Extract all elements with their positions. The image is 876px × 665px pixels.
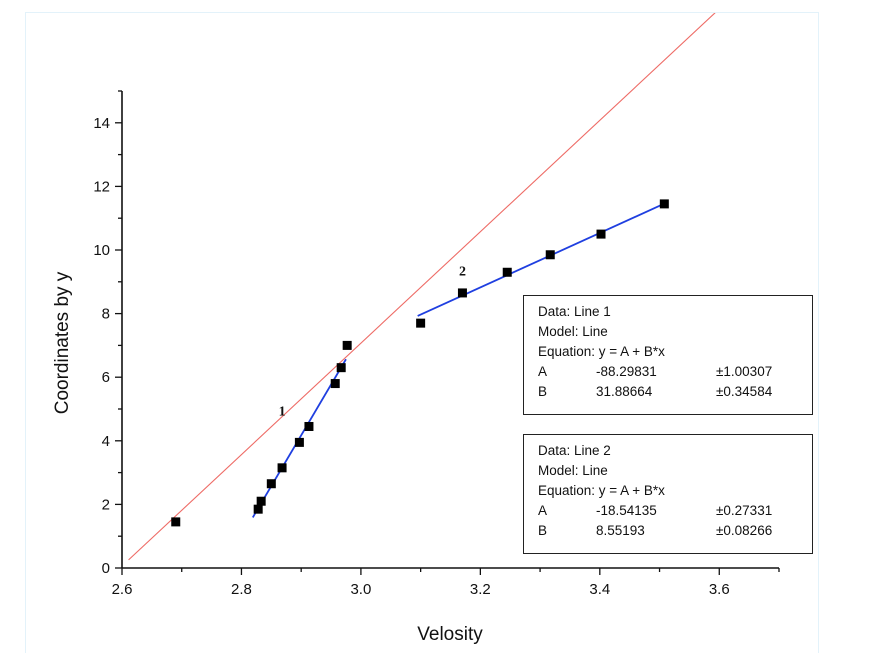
param-value: -88.29831 xyxy=(596,364,657,379)
fit-equation-label: Equation: y = A + B*x xyxy=(538,344,665,359)
y-tick-label: 4 xyxy=(102,433,110,450)
fit-result-box-line-1: Data: Line 1 Model: Line Equation: y = A… xyxy=(523,295,813,415)
data-point xyxy=(266,479,276,489)
param-error: ±0.27331 xyxy=(716,503,773,518)
fit-result-box-line-2: Data: Line 2 Model: Line Equation: y = A… xyxy=(523,434,813,554)
y-tick-label: 0 xyxy=(102,560,110,577)
param-value: 8.55193 xyxy=(596,523,645,538)
param-name: A xyxy=(538,364,548,379)
y-tick-label: 12 xyxy=(93,178,110,195)
y-tick-label: 6 xyxy=(102,369,110,386)
fit-param-b-row: B 8.55193 ±0.08266 xyxy=(538,521,802,541)
data-point xyxy=(253,504,263,514)
x-tick-label: 3.0 xyxy=(350,581,371,598)
x-tick-label: 2.8 xyxy=(231,581,252,598)
data-point xyxy=(336,363,346,373)
param-name: B xyxy=(538,523,548,538)
param-error: ±0.08266 xyxy=(716,523,773,538)
fit-model-label: Model: Line xyxy=(538,324,608,339)
data-point xyxy=(545,250,555,260)
fit-param-a-row: A -18.54135 ±0.27331 xyxy=(538,501,802,521)
param-value: 31.88664 xyxy=(596,384,653,399)
y-axis-label: Coordinates by y xyxy=(52,271,73,414)
param-error: ±1.00307 xyxy=(716,364,773,379)
line-label-1: 1 xyxy=(279,404,286,419)
param-name: A xyxy=(538,503,548,518)
x-tick-label: 3.2 xyxy=(470,581,491,598)
fit-model-label: Model: Line xyxy=(538,463,608,478)
y-tick-label: 2 xyxy=(102,496,110,513)
data-point xyxy=(342,340,352,350)
axes xyxy=(121,91,779,569)
data-point xyxy=(416,318,426,328)
line-labels: 12 xyxy=(279,264,466,419)
fit-data-label: Data: Line 2 xyxy=(538,443,611,458)
data-point xyxy=(457,288,467,298)
x-axis-label: Velosity xyxy=(417,624,483,645)
fit-data-label: Data: Line 1 xyxy=(538,304,611,319)
data-point xyxy=(330,379,340,389)
data-point xyxy=(256,496,266,506)
data-point xyxy=(294,437,304,447)
fit-param-b-row: B 31.88664 ±0.34584 xyxy=(538,382,802,402)
data-point xyxy=(304,421,314,431)
param-name: B xyxy=(538,384,548,399)
y-tick-label: 10 xyxy=(93,242,110,259)
data-points xyxy=(171,199,669,527)
data-point xyxy=(171,517,181,527)
line-label-2: 2 xyxy=(459,264,466,279)
data-point xyxy=(502,267,512,277)
data-point xyxy=(277,463,287,473)
x-tick-label: 2.6 xyxy=(112,581,133,598)
param-value: -18.54135 xyxy=(596,503,657,518)
y-tick-label: 14 xyxy=(93,115,110,132)
param-error: ±0.34584 xyxy=(716,384,773,399)
data-point xyxy=(659,199,669,209)
x-tick-label: 3.6 xyxy=(709,581,730,598)
fit-equation-label: Equation: y = A + B*x xyxy=(538,483,665,498)
x-tick-label: 3.4 xyxy=(589,581,610,598)
data-point xyxy=(596,229,606,239)
y-tick-label: 8 xyxy=(102,306,110,323)
fit-param-a-row: A -88.29831 ±1.00307 xyxy=(538,362,802,382)
overall-fit-line xyxy=(128,13,716,561)
